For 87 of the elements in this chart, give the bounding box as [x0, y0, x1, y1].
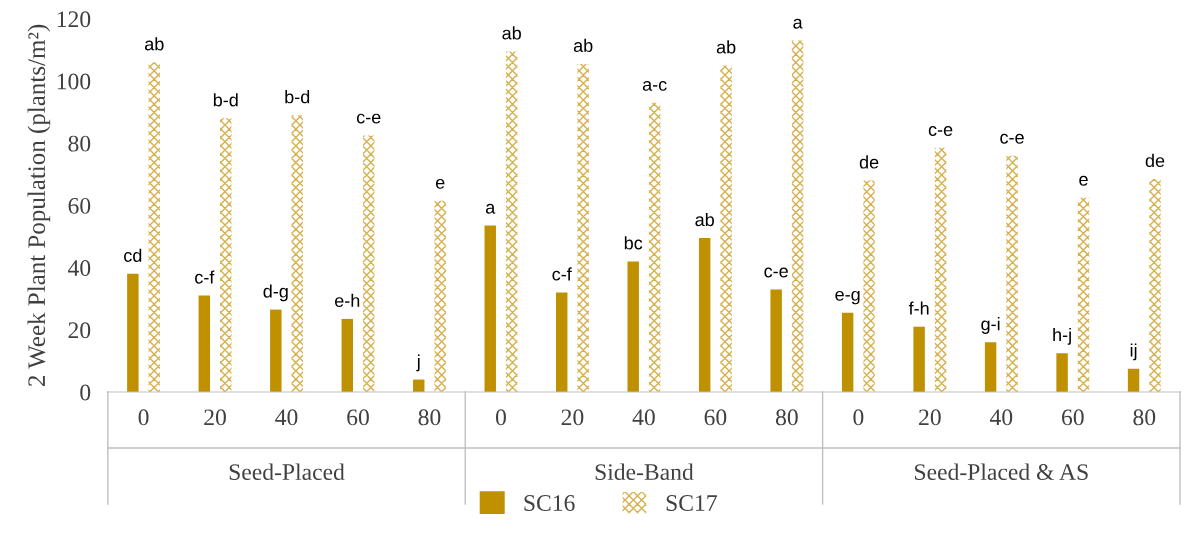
bar	[577, 63, 589, 393]
data-label: ij	[1130, 343, 1137, 361]
bar	[1077, 197, 1090, 393]
x-tick-label: 20	[919, 409, 941, 426]
bar	[505, 51, 518, 393]
data-label: ab	[695, 212, 714, 227]
x-tick-label: 40	[275, 409, 298, 426]
data-label: e	[435, 178, 445, 189]
bar	[1006, 155, 1018, 393]
bar	[720, 65, 732, 393]
bar	[770, 289, 782, 393]
bar	[434, 200, 446, 393]
bar	[791, 40, 804, 393]
data-label: f-h	[908, 301, 929, 315]
bar	[148, 62, 160, 393]
data-label: ab	[502, 26, 521, 40]
bar	[913, 326, 925, 393]
bar	[627, 261, 639, 393]
x-tick-label: 20	[561, 409, 584, 426]
x-tick-label: 60	[704, 409, 727, 426]
text: Side-Band	[595, 463, 694, 481]
x-tick-label: 80	[418, 409, 441, 426]
bar	[198, 295, 211, 393]
text: Seed-Placed & AS	[915, 463, 1088, 481]
y-tick-label: 60	[68, 197, 91, 214]
data-label: e	[1079, 175, 1088, 186]
x-tick-label: 20	[204, 409, 226, 426]
bar	[863, 180, 875, 393]
x-tick-label: 60	[1062, 409, 1084, 426]
y-axis-title: 2 Week Plant Population (plants/m²)	[27, 24, 51, 386]
data-label: a	[793, 18, 803, 29]
data-label: c-f	[195, 270, 215, 284]
data-label: h-j	[1053, 327, 1071, 345]
bar	[363, 135, 375, 393]
legend-label: SC17	[666, 495, 717, 511]
bar	[220, 118, 232, 393]
data-label: c-e	[764, 267, 788, 278]
bar	[341, 318, 353, 393]
data-label: de	[1145, 153, 1165, 168]
y-tick-label: 20	[68, 322, 91, 339]
bar	[291, 115, 303, 393]
data-label: cd	[124, 248, 142, 262]
data-label: c-f	[552, 267, 572, 281]
data-label: c-e	[1000, 133, 1024, 144]
bar	[127, 273, 139, 393]
text: Seed-Placed	[229, 463, 345, 481]
data-label: c-e	[928, 126, 953, 136]
bar	[1149, 178, 1161, 393]
y-tick-label: 120	[57, 11, 91, 28]
data-label: ab	[573, 38, 593, 52]
x-tick-label: 0	[138, 409, 149, 426]
data-label: d-g	[263, 284, 288, 302]
data-label: b-d	[213, 93, 238, 107]
data-label: c-e	[356, 113, 381, 124]
bar	[698, 238, 711, 393]
y-tick-label: 0	[80, 384, 91, 401]
y-tick-label: 40	[68, 260, 91, 277]
bar	[841, 312, 854, 393]
data-label: b-d	[285, 90, 310, 104]
data-label: j	[416, 354, 420, 372]
bar	[1056, 353, 1068, 393]
data-label: e-g	[835, 290, 860, 305]
bar	[484, 225, 496, 393]
y-tick-label: 80	[68, 135, 91, 152]
x-tick-label: 60	[347, 409, 369, 426]
data-label: e-h	[335, 293, 360, 308]
bar	[984, 342, 997, 393]
data-label: a-c	[642, 80, 667, 91]
bar	[648, 102, 661, 393]
data-label: g-i	[981, 317, 1000, 334]
x-tick-label: 40	[989, 409, 1013, 426]
legend-label: SC16	[524, 495, 575, 511]
x-tick-label: 40	[632, 409, 655, 426]
x-tick-label: 80	[1133, 409, 1156, 426]
data-label: ab	[716, 40, 736, 54]
x-tick-label: 0	[853, 409, 864, 426]
x-tick-label: 80	[775, 409, 798, 426]
bar	[556, 292, 568, 393]
bar	[934, 147, 947, 393]
y-tick-label: 100	[57, 73, 91, 90]
data-label: bc	[624, 236, 643, 250]
bar	[270, 309, 282, 393]
data-label: ab	[145, 37, 164, 51]
bar	[1127, 368, 1140, 393]
x-tick-label: 0	[495, 409, 506, 426]
data-label: a	[485, 203, 496, 214]
data-label: de	[859, 155, 879, 169]
